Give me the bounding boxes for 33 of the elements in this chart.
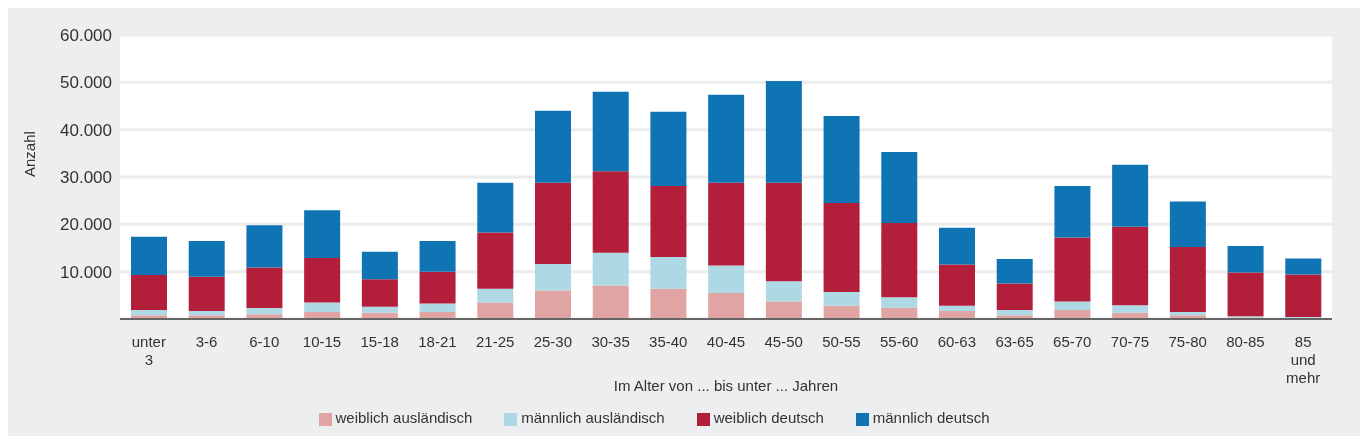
y-tick-label: 10.000 [60,262,112,282]
y-tick-label: 40.000 [60,120,112,140]
x-tick-label: 45-50 [764,333,803,350]
legend-label: männlich ausländisch [521,409,665,426]
x-tick-label: 70-75 [1110,333,1150,350]
y-tick-label: 50.000 [60,73,112,93]
y-tick-label: 60.000 [60,26,112,46]
y-axis-title: Anzahl [21,131,39,177]
x-tick-label: 85 und mehr [1286,333,1321,386]
x-tick-label: 65-70 [1053,333,1092,350]
x-tick-label: 21-25 [475,333,515,350]
y-tick-label: 20.000 [60,215,112,235]
legend-label: weiblich ausländisch [335,409,473,426]
x-tick-label: 75-80 [1168,333,1207,350]
x-tick-label: 60-63 [937,333,977,350]
x-tick-label: 40-45 [706,333,746,350]
x-tick-label: 50-55 [822,333,861,350]
legend-label: weiblich deutsch [713,409,824,426]
y-tick-label: 30.000 [60,168,112,188]
x-tick-label: 10-15 [302,333,342,350]
x-tick-label: 25-30 [533,333,573,350]
x-tick-label: 18-21 [418,333,457,350]
x-tick-label: 80-85 [1226,333,1265,350]
x-tick-label: 6-10 [249,333,280,350]
x-tick-label: 55-60 [879,333,919,350]
x-tick-label: 15-18 [360,333,399,350]
x-tick-label: 35-40 [649,333,688,350]
legend-label: männlich deutsch [872,409,990,426]
x-tick-label: 63-65 [995,333,1034,350]
x-tick-label: unter 3 [131,333,166,368]
x-tick-label: 30-35 [591,333,630,350]
x-axis-title: Im Alter von ... bis unter ... Jahren [613,377,839,394]
x-tick-label: 3-6 [195,333,218,350]
